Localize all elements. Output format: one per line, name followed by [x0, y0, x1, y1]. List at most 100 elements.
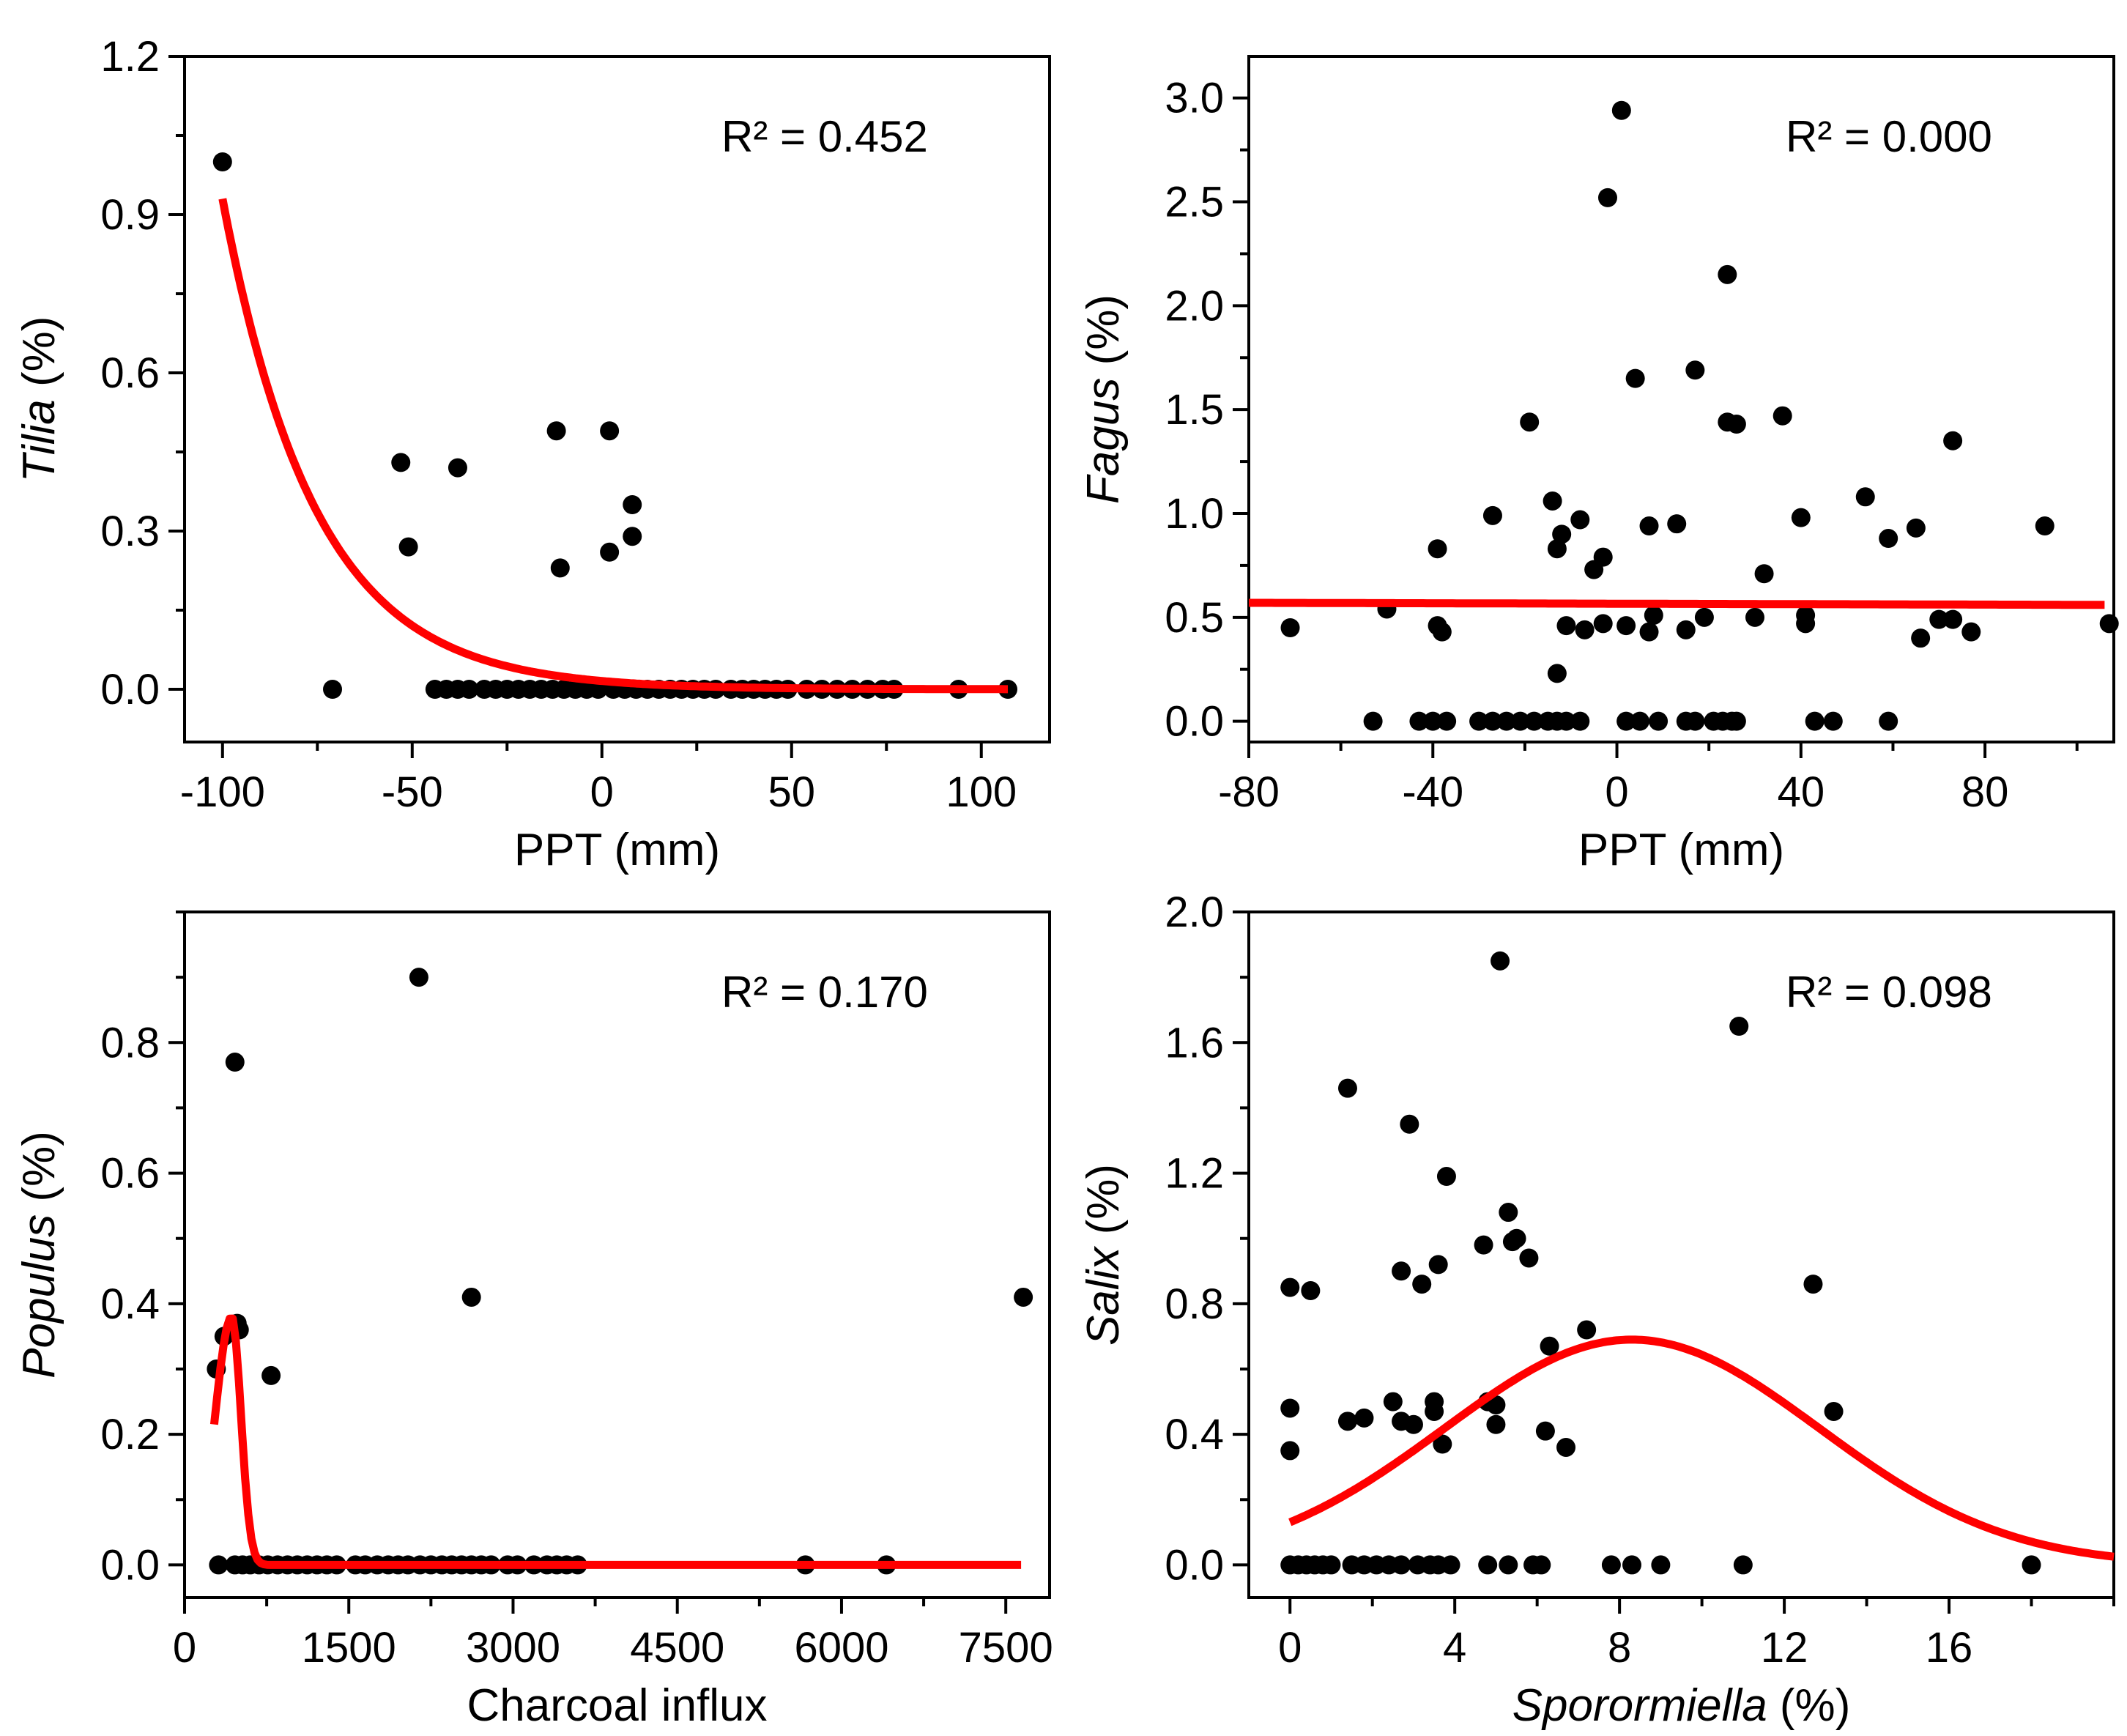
panel-b-data-point: [1625, 368, 1645, 388]
panel-d-data-point: [1803, 1275, 1823, 1294]
panel-c-axis-ticks: 0 1500 3000 4500 6000 7500 0.0 0.2 0.4 0.6 0.8: [100, 910, 1053, 1672]
panel-a-data-point: [600, 542, 620, 562]
panel-a-y-tick-label: 0.0: [100, 666, 160, 713]
panel-d-y-tick-label: 2.0: [1165, 889, 1224, 936]
panel-d-data-point: [1532, 1555, 1551, 1575]
panel-b: -80 -40 0 40 80 0.0 0.5 1.0 1.5 2.0 2.5 3.0 R² = 0.…: [1078, 55, 2119, 875]
panel-b-data-point: [1482, 711, 1502, 731]
panel-b-data-point: [1570, 711, 1590, 731]
panel-b-plot-frame: [1247, 55, 2115, 743]
panel-b-data-point: [1363, 711, 1383, 731]
panel-a-data-points: [212, 152, 1018, 699]
panel-b-data-point: [1482, 505, 1502, 525]
panel-d-data-point: [1280, 1277, 1300, 1297]
panel-d-data-point: [1412, 1275, 1432, 1294]
panel-b-data-point: [1552, 524, 1572, 544]
panel-d-data-point: [1577, 1320, 1597, 1340]
panel-b-y-tick-label: 1.5: [1165, 386, 1224, 434]
panel-d-data-point: [1354, 1408, 1374, 1428]
panel-b-x-tick-label: 80: [1961, 768, 2009, 816]
panel-b-data-point: [1929, 609, 1949, 629]
panel-b-data-point: [1593, 614, 1613, 634]
panel-a-y-axis-label-italic: Tilia: [14, 399, 64, 482]
panel-b-fit-line: [1248, 598, 2106, 609]
panel-a-axis-ticks: -100 -50 0 50 100 0.0 0.3 0.6 0.9 1.2: [100, 33, 1017, 816]
panel-d-data-point: [1733, 1555, 1753, 1575]
panel-c-y-axis-label-italic: Populus: [14, 1214, 64, 1379]
panel-b-data-point: [1879, 529, 1898, 549]
panel-b-y-axis-label-unit: (%): [1078, 294, 1129, 378]
panel-b-axis-ticks: -80 -40 0 40 80 0.0 0.5 1.0 1.5 2.0 2.5 3.0: [1165, 75, 2079, 816]
panel-b-data-point: [1685, 360, 1705, 380]
panel-a-y-tick-label: 0.3: [100, 508, 160, 555]
panel-c-y-tick-label: 0.6: [100, 1150, 160, 1198]
panel-d-x-axis-label-unit: (%): [1767, 1680, 1851, 1731]
panel-b-data-point: [2099, 614, 2119, 634]
panel-b-r2-annotation: R² = 0.000: [1786, 112, 1992, 161]
panel-b-data-point: [1745, 607, 1765, 627]
panel-d-y-axis-label: Salix (%): [1078, 1164, 1129, 1346]
panel-a-x-axis-label: PPT (mm): [514, 825, 720, 875]
panel-b-data-point: [1428, 539, 1447, 559]
panel-b-data-point: [1639, 622, 1659, 642]
panel-a-data-point: [323, 680, 343, 699]
panel-d-data-point: [1436, 1167, 1456, 1187]
panel-b-data-point: [1726, 415, 1746, 434]
panel-d-data-point: [1622, 1555, 1642, 1575]
panel-b-data-point: [1616, 711, 1636, 731]
panel-b-data-point: [1575, 620, 1595, 639]
panel-b-data-point: [1469, 711, 1489, 731]
panel-d-y-tick-label: 0.8: [1165, 1280, 1224, 1328]
panel-a-data-point: [448, 458, 467, 478]
panel-a-fit-curve: [218, 198, 1009, 694]
panel-c-r2-annotation: R² = 0.170: [721, 968, 928, 1017]
panel-c-plot-frame: [183, 910, 1051, 1599]
panel-c-y-axis-label: Populus (%): [14, 1131, 64, 1379]
panel-a-data-point: [546, 421, 566, 441]
panel-d-data-point: [1499, 1203, 1518, 1223]
panel-b-x-tick-label: -40: [1402, 768, 1463, 816]
panel-d-data-point: [1601, 1555, 1621, 1575]
panel-b-data-point: [1547, 664, 1567, 683]
panel-b-data-point: [1791, 508, 1811, 527]
panel-a-data-point: [391, 453, 411, 472]
panel-d-data-point: [1478, 1555, 1498, 1575]
panel-a-x-tick-label: 100: [946, 768, 1017, 816]
panel-c-y-tick-label: 0.0: [100, 1541, 160, 1589]
panel-a-data-point: [600, 421, 620, 441]
panel-a-y-axis-label: Tilia (%): [14, 316, 64, 483]
panel-b-y-tick-label: 2.5: [1165, 179, 1224, 226]
panel-b-x-tick-label: 0: [1605, 768, 1628, 816]
panel-d-data-point: [1400, 1114, 1419, 1134]
panel-a-y-tick-label: 1.2: [100, 33, 160, 81]
panel-b-y-tick-label: 2.0: [1165, 282, 1224, 330]
panel-d-data-point: [1301, 1281, 1321, 1301]
panel-b-data-point: [1556, 616, 1576, 636]
panel-b-data-point: [1593, 547, 1613, 567]
panel-b-y-axis-label-italic: Fagus: [1078, 378, 1129, 504]
panel-d-data-point: [1280, 1398, 1300, 1418]
panel-c-y-tick-label: 0.4: [100, 1280, 160, 1328]
panel-c-y-tick-label: 0.2: [100, 1411, 160, 1458]
panel-c-x-axis-label: Charcoal influx: [467, 1680, 767, 1731]
panel-c-data-point: [1014, 1287, 1033, 1307]
panel-c-y-tick-label: 0.8: [100, 1019, 160, 1067]
panel-d-data-point: [1321, 1555, 1341, 1575]
panel-b-data-point: [1644, 605, 1663, 625]
panel-a-data-point: [212, 152, 232, 171]
panel-c-x-tick-label: 3000: [466, 1624, 560, 1672]
panel-b-data-point: [1630, 711, 1649, 731]
panel-d-fit-curve: [1288, 1335, 2115, 1561]
panel-b-data-point: [1823, 711, 1843, 731]
panel-b-data-point: [1961, 622, 1981, 642]
panel-d-data-point: [1499, 1555, 1518, 1575]
panel-b-data-point: [1543, 491, 1562, 511]
panel-b-data-point: [1718, 264, 1737, 284]
panel-d-data-point: [1428, 1255, 1448, 1275]
panel-c-data-point: [209, 1555, 229, 1575]
panel-c-data-point: [461, 1287, 481, 1307]
panel-c-x-tick-label: 7500: [959, 1624, 1053, 1672]
panel-d-data-point: [1337, 1078, 1357, 1098]
panel-c-y-axis-label-unit: (%): [14, 1131, 64, 1214]
panel-c-data-point: [225, 1053, 245, 1072]
